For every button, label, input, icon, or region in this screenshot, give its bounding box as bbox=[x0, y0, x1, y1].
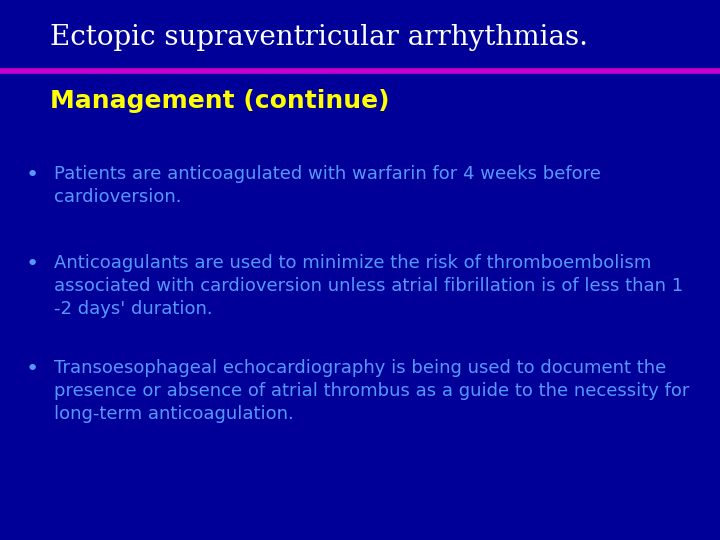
Text: •: • bbox=[25, 359, 38, 379]
Text: Anticoagulants are used to minimize the risk of thromboembolism
associated with : Anticoagulants are used to minimize the … bbox=[54, 254, 683, 318]
Text: Transoesophageal echocardiography is being used to document the
presence or abse: Transoesophageal echocardiography is bei… bbox=[54, 359, 689, 423]
Text: •: • bbox=[25, 254, 38, 274]
Text: Ectopic supraventricular arrhythmias.: Ectopic supraventricular arrhythmias. bbox=[50, 24, 588, 51]
Text: Management (continue): Management (continue) bbox=[50, 89, 390, 113]
Text: •: • bbox=[25, 165, 38, 185]
Text: Patients are anticoagulated with warfarin for 4 weeks before
cardioversion.: Patients are anticoagulated with warfari… bbox=[54, 165, 601, 206]
